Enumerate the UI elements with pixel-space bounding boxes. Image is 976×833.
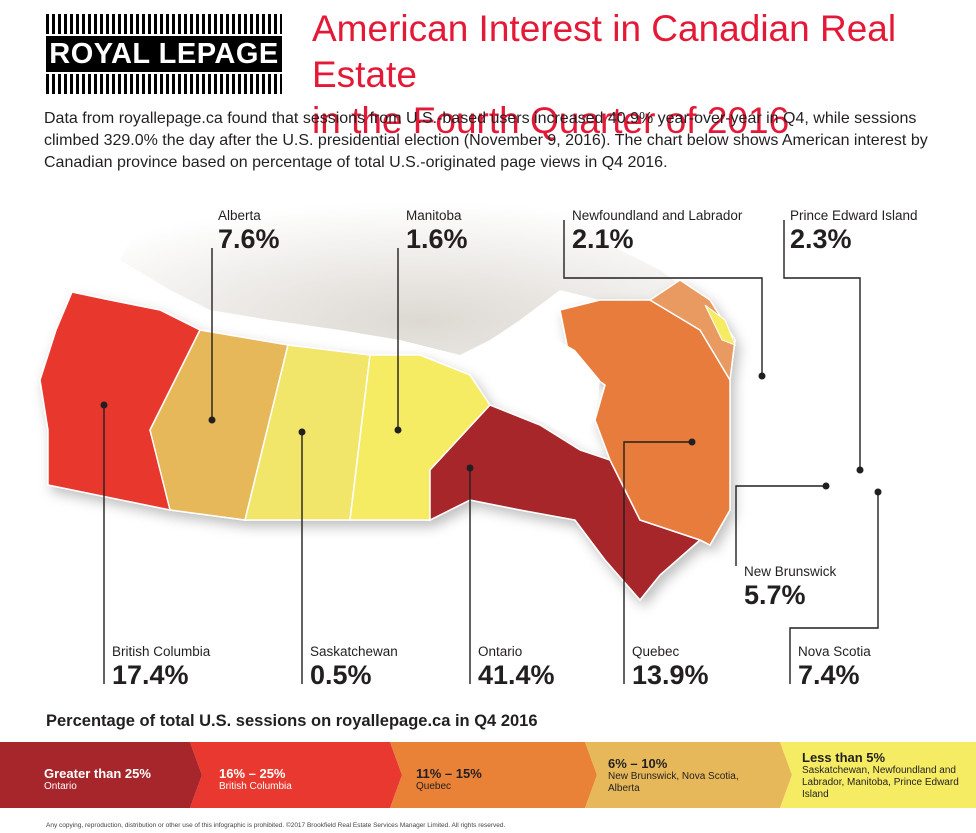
legend-item-11-15: 11% – 15% Quebec — [400, 752, 580, 818]
royal-lepage-logo: ROYAL LEPAGE — [46, 14, 282, 94]
hudson-bay — [505, 330, 600, 440]
canada-map — [39, 185, 882, 684]
legend-range: 16% – 25% — [219, 766, 286, 781]
legend — [0, 742, 976, 808]
page-title: American Interest in Canadian Real Estat… — [312, 6, 952, 144]
british-columbia-name: British Columbia — [112, 644, 211, 659]
label-newfoundland: Newfoundland and Labrador 2.1% — [572, 208, 742, 254]
dot-nova-scotia — [874, 488, 882, 496]
legend-desc: Saskatchewan, Newfoundland and Labrador,… — [802, 765, 959, 800]
label-alberta: Alberta 7.6% — [218, 208, 280, 254]
legend-item-gt25: Greater than 25% Ontario — [28, 752, 193, 818]
logo-wordmark: ROYAL LEPAGE — [49, 38, 279, 70]
dot-new-brunswick — [822, 482, 830, 490]
title-line-1: American Interest in Canadian Real Estat… — [312, 8, 897, 95]
label-quebec: Quebec 13.9% — [632, 644, 709, 690]
legend-desc: British Columbia — [219, 781, 292, 792]
legend-title: Percentage of total U.S. sessions on roy… — [46, 712, 538, 730]
nova-scotia-value: 7.4% — [798, 660, 860, 690]
label-new-brunswick: New Brunswick 5.7% — [744, 564, 836, 610]
intro-paragraph: Data from royallepage.ca found that sess… — [44, 110, 928, 171]
pei-value: 2.3% — [790, 224, 852, 254]
new-brunswick-name: New Brunswick — [744, 564, 837, 579]
british-columbia-value: 17.4% — [112, 660, 189, 690]
legend-seg-11-15 — [390, 742, 597, 808]
legend-seg-gt25 — [0, 742, 202, 808]
label-manitoba: Manitoba 1.6% — [406, 208, 468, 254]
alberta-name: Alberta — [218, 208, 261, 223]
dot-pei — [856, 466, 864, 474]
leader-new-brunswick — [735, 485, 826, 566]
region-ontario — [429, 404, 702, 602]
saskatchewan-value: 0.5% — [310, 660, 372, 690]
newfoundland-value: 2.1% — [572, 224, 634, 254]
region-newfoundland — [648, 279, 736, 383]
legend-range: 11% – 15% — [416, 766, 482, 781]
dot-newfoundland — [758, 372, 766, 380]
dot-manitoba — [394, 426, 402, 434]
title-line-2: in the Fourth Quarter of 2016 — [312, 100, 790, 141]
dot-quebec — [688, 438, 696, 446]
label-saskatchewan: Saskatchewan 0.5% — [310, 644, 398, 690]
region-alberta — [149, 329, 289, 521]
legend-desc: Quebec — [416, 781, 452, 792]
leader-quebec — [623, 441, 692, 684]
ontario-name: Ontario — [478, 644, 523, 659]
manitoba-value: 1.6% — [406, 224, 468, 254]
quebec-name: Quebec — [632, 644, 680, 659]
legend-seg-6-10 — [585, 742, 792, 808]
newfoundland-name: Newfoundland and Labrador — [572, 208, 743, 223]
nova-scotia-name: Nova Scotia — [798, 644, 871, 659]
label-pei: Prince Edward Island 2.3% — [790, 208, 918, 254]
copyright-footer: Any copying, reproduction, distribution … — [46, 822, 506, 829]
legend-range: Greater than 25% — [44, 766, 151, 781]
pei-name: Prince Edward Island — [790, 208, 918, 223]
ontario-value: 41.4% — [478, 660, 555, 690]
legend-item-16-25: 16% – 25% British Columbia — [203, 752, 383, 818]
label-nova-scotia: Nova Scotia 7.4% — [798, 644, 871, 690]
leader-newfoundland — [563, 220, 763, 376]
dot-saskatchewan — [298, 428, 306, 436]
leader-nova-scotia — [789, 492, 879, 684]
quebec-value: 13.9% — [632, 660, 709, 690]
legend-seg-lt5 — [780, 742, 976, 808]
new-brunswick-value: 5.7% — [744, 580, 806, 610]
legend-range: Less than 5% — [802, 750, 886, 765]
alberta-value: 7.6% — [218, 224, 280, 254]
saskatchewan-name: Saskatchewan — [310, 644, 398, 659]
north-territories — [120, 185, 720, 355]
logo-stripes-top — [46, 14, 282, 34]
region-pei — [704, 304, 736, 346]
label-british-columbia: British Columbia 17.4% — [112, 644, 210, 690]
leader-pei — [783, 220, 861, 470]
dot-ontario — [466, 464, 474, 472]
manitoba-name: Manitoba — [406, 208, 462, 223]
legend-range: 6% – 10% — [608, 756, 668, 771]
label-ontario: Ontario 41.4% — [478, 644, 555, 690]
dot-british-columbia — [100, 401, 108, 409]
legend-desc: Ontario — [44, 781, 77, 792]
legend-seg-16-25 — [190, 742, 402, 808]
legend-item-6-10: 6% – 10% New Brunswick, Nova Scotia, Alb… — [592, 742, 742, 808]
dot-alberta — [208, 416, 216, 424]
logo-stripes-bottom — [46, 74, 282, 94]
legend-item-lt5: Less than 5% Saskatchewan, Newfoundland … — [786, 736, 966, 802]
logo-bar — [46, 36, 282, 72]
legend-desc: New Brunswick, Nova Scotia, Alberta — [608, 771, 739, 794]
